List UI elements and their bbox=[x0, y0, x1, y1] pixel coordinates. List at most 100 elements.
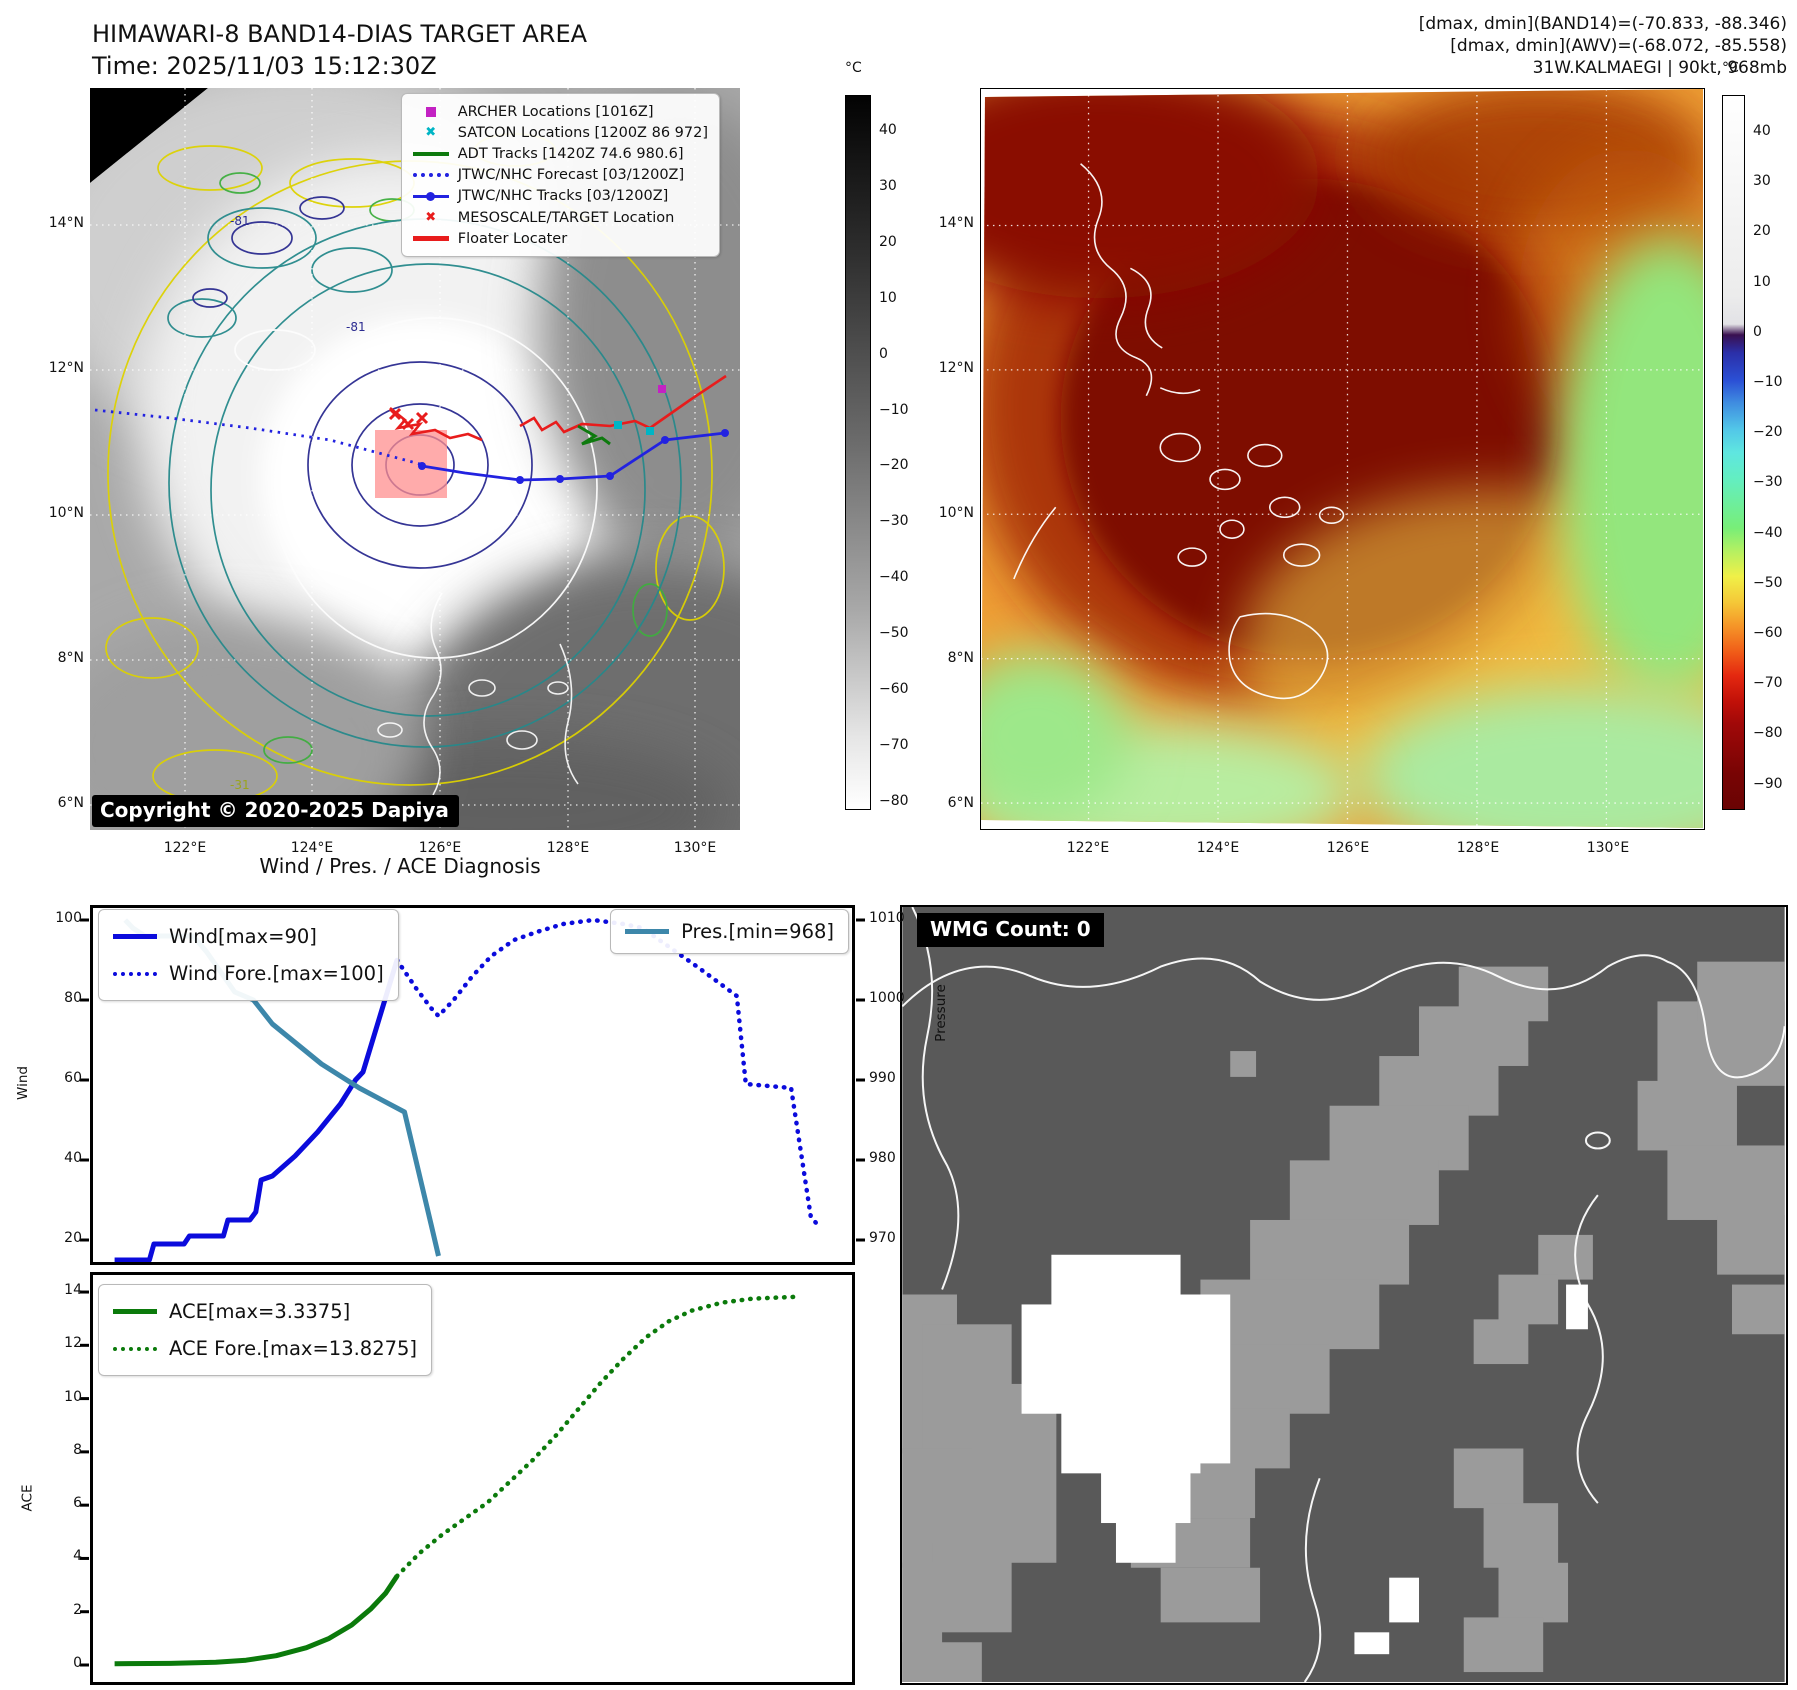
legend-label: Wind Fore.[max=100] bbox=[169, 962, 384, 985]
colorbar-tick: −60 bbox=[1753, 625, 1783, 641]
satcon-marker bbox=[646, 427, 654, 435]
archer-marker bbox=[658, 385, 666, 393]
pressure-axis-tick: 970 bbox=[869, 1230, 896, 1246]
contour-label: -31 bbox=[230, 778, 250, 792]
ace-axis-tick: 10 bbox=[64, 1388, 82, 1405]
lon-tick: 122°E bbox=[1066, 840, 1110, 856]
page-subtitle-time: Time: 2025/11/03 15:12:30Z bbox=[92, 52, 437, 80]
lon-tick: 128°E bbox=[1456, 840, 1500, 856]
colorbar-tick: 0 bbox=[879, 345, 888, 362]
ace-axis-tick: 8 bbox=[73, 1441, 82, 1458]
legend-label: Wind[max=90] bbox=[169, 925, 317, 948]
legend-row: ARCHER Locations [1016Z] bbox=[413, 101, 708, 122]
storm-tracks bbox=[94, 374, 729, 484]
pressure-axis-tick: 1000 bbox=[869, 990, 905, 1006]
jtwc-forecast-track bbox=[94, 408, 421, 466]
pressure-axis-title: Pressure bbox=[932, 984, 949, 1042]
wind-axis-tick: 80 bbox=[64, 990, 82, 1006]
mesoscale-x-markers bbox=[388, 407, 429, 431]
graticule bbox=[981, 89, 1703, 828]
lon-tick: 126°E bbox=[1326, 840, 1370, 856]
colorbar-tick: 10 bbox=[1753, 273, 1771, 290]
series-observed bbox=[114, 959, 400, 1263]
band14-map-panel: Copyright © 2020-2025 Dapiya ARCHER Loca… bbox=[90, 88, 740, 830]
floater-track bbox=[389, 374, 727, 442]
legend-label: MESOSCALE/TARGET Location bbox=[457, 209, 675, 226]
colorbar-tick: 20 bbox=[879, 233, 897, 250]
ace-axis-tick: 2 bbox=[73, 1601, 82, 1618]
wmg-map bbox=[902, 907, 1785, 1682]
lat-tick: 12°N bbox=[48, 360, 84, 376]
legend-swatch bbox=[412, 236, 449, 241]
lon-tick: 122°E bbox=[163, 840, 207, 856]
colorbar-tick: 20 bbox=[1753, 223, 1771, 240]
colorbar-tick: −50 bbox=[1753, 574, 1783, 591]
legend-label: ARCHER Locations [1016Z] bbox=[457, 103, 654, 120]
legend-label: Floater Locater bbox=[457, 230, 568, 247]
awv-map-panel bbox=[980, 88, 1705, 830]
map-legend: ARCHER Locations [1016Z] ✖ SATCON Location… bbox=[400, 93, 720, 258]
colorbar-tick: 0 bbox=[1753, 323, 1762, 340]
wind-axis-tick: 60 bbox=[64, 1070, 82, 1086]
cloud-mask-white bbox=[1021, 1254, 1588, 1655]
pressure-axis-tick: 980 bbox=[869, 1150, 896, 1166]
legend-swatch bbox=[412, 151, 449, 157]
colorbar-tick: −40 bbox=[879, 569, 909, 586]
colorbar-tick: 40 bbox=[1753, 123, 1771, 139]
chart-title: Wind / Pres. / ACE Diagnosis bbox=[259, 854, 541, 878]
awv-satellite-image bbox=[981, 89, 1703, 828]
wind-legend: Wind[max=90] Wind Fore.[max=100] bbox=[98, 909, 399, 1001]
pressure-axis-tick: 1010 bbox=[869, 910, 905, 926]
lon-tick: 128°E bbox=[546, 840, 590, 856]
legend-row: ACE Fore.[max=13.8275] bbox=[113, 1330, 417, 1367]
colorbar-tick: −30 bbox=[1753, 474, 1783, 491]
series-forecast bbox=[394, 917, 820, 1227]
legend-swatch: ✖ bbox=[425, 125, 437, 141]
band14-colorbar bbox=[845, 95, 871, 810]
legend-label: SATCON Locations [1200Z 86 972] bbox=[457, 124, 708, 141]
legend-label: JTWC/NHC Tracks [03/1200Z] bbox=[457, 188, 669, 205]
colorbar-tick: −50 bbox=[879, 625, 909, 642]
legend-swatch bbox=[113, 934, 157, 939]
colorbar-tick: 30 bbox=[879, 177, 897, 194]
coastline bbox=[1013, 163, 1345, 700]
colorbar-tick: −70 bbox=[879, 736, 909, 753]
legend-row: JTWC/NHC Tracks [03/1200Z] bbox=[412, 186, 708, 207]
legend-row: Pres.[min=968] bbox=[625, 913, 834, 950]
colorbar-tick: 40 bbox=[879, 122, 897, 138]
legend-swatch bbox=[413, 106, 449, 117]
colorbar-tick: −10 bbox=[1753, 374, 1783, 390]
ace-axis-tick: 12 bbox=[64, 1335, 82, 1352]
colorbar-tick: 30 bbox=[1753, 173, 1771, 190]
header-dmax-band14: [dmax, dmin](BAND14)=(-70.833, -88.346) bbox=[1418, 14, 1787, 34]
lat-tick: 10°N bbox=[48, 505, 84, 521]
lat-tick: 10°N bbox=[938, 505, 974, 521]
legend-label: ACE Fore.[max=13.8275] bbox=[169, 1337, 418, 1360]
ace-axis-tick: 4 bbox=[73, 1548, 82, 1565]
wind-axis-tick: 100 bbox=[55, 910, 82, 926]
wmg-count-badge: WMG Count: 0 bbox=[917, 913, 1104, 947]
adt-track bbox=[577, 424, 611, 446]
ace-axis-title: ACE bbox=[19, 1484, 36, 1512]
ace-chart: ACE[max=3.3375] ACE Fore.[max=13.8275] bbox=[80, 1272, 855, 1685]
colorbar-unit: °C bbox=[1722, 60, 1739, 76]
wind-axis-tick: 40 bbox=[64, 1150, 82, 1166]
lat-tick: 6°N bbox=[57, 795, 84, 811]
wmg-map-panel: WMG Count: 0 bbox=[900, 905, 1788, 1685]
lat-tick: 8°N bbox=[947, 650, 974, 666]
legend-swatch bbox=[412, 191, 449, 201]
series-ace bbox=[114, 1574, 400, 1667]
lat-tick: 8°N bbox=[57, 650, 84, 666]
ace-axis-tick: 14 bbox=[64, 1282, 82, 1299]
legend-row: Floater Locater bbox=[412, 228, 708, 249]
colorbar-tick: −30 bbox=[879, 513, 909, 530]
copyright-watermark: Copyright © 2020-2025 Dapiya bbox=[92, 795, 459, 827]
colorbar-tick: −60 bbox=[879, 681, 909, 697]
lon-tick: 124°E bbox=[290, 840, 334, 856]
colorbar-tick: −40 bbox=[1753, 524, 1783, 541]
colorbar-tick: −80 bbox=[879, 792, 909, 809]
lat-tick: 14°N bbox=[48, 215, 84, 231]
legend-swatch bbox=[113, 1346, 157, 1351]
legend-label: JTWC/NHC Forecast [03/1200Z] bbox=[457, 167, 685, 184]
